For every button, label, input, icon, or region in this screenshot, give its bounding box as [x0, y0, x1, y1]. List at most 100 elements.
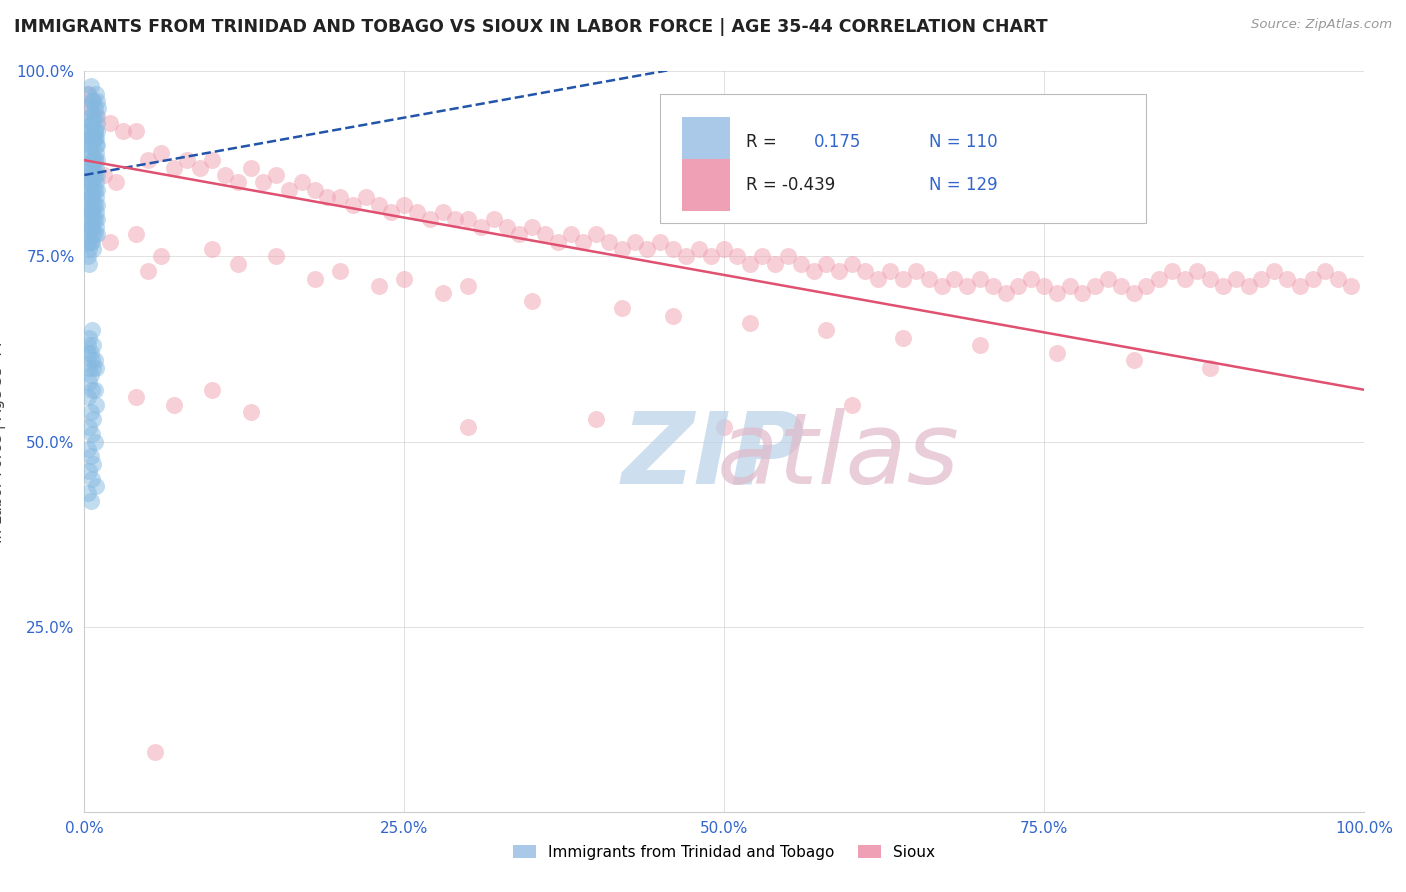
Point [252, 175, 274, 190]
Point [470, 219, 492, 234]
Point [1237, 279, 1260, 293]
Point [751, 250, 773, 264]
Point [623, 235, 645, 249]
Point [79, 331, 101, 345]
Point [1174, 271, 1197, 285]
Point [610, 301, 633, 316]
Point [79, 123, 101, 137]
Point [1122, 286, 1144, 301]
Point [79, 257, 101, 271]
Point [994, 286, 1017, 301]
Point [406, 205, 429, 219]
Point [585, 227, 607, 242]
Point [508, 227, 530, 242]
Point [77, 205, 100, 219]
Point [598, 235, 620, 249]
Point [444, 212, 467, 227]
Point [264, 168, 288, 182]
Point [495, 219, 517, 234]
Point [82, 116, 104, 130]
Point [1302, 271, 1324, 285]
Point [380, 205, 402, 219]
Point [662, 309, 685, 323]
Point [82, 457, 104, 471]
Point [1071, 286, 1094, 301]
Point [866, 271, 889, 285]
Point [520, 293, 543, 308]
Point [80, 405, 103, 419]
Point [80, 190, 103, 204]
Point [80, 324, 103, 338]
Point [84, 138, 107, 153]
Point [1275, 271, 1298, 285]
Point [79, 138, 101, 153]
Point [80, 131, 103, 145]
Point [77, 345, 100, 359]
Point [572, 235, 595, 249]
Text: R = -0.439: R = -0.439 [745, 177, 835, 194]
Point [80, 383, 103, 397]
Point [163, 161, 186, 175]
Point [80, 116, 103, 130]
Point [77, 219, 100, 234]
Point [105, 175, 128, 190]
Point [1199, 360, 1222, 375]
Point [77, 442, 100, 456]
Point [93, 168, 115, 182]
Point [1225, 271, 1247, 285]
Point [80, 219, 103, 234]
Text: 0.175: 0.175 [814, 134, 860, 152]
Point [84, 87, 107, 101]
Point [1340, 279, 1362, 293]
Point [84, 131, 107, 145]
Point [77, 131, 100, 145]
Point [1032, 279, 1054, 293]
Point [83, 434, 105, 449]
Point [80, 116, 103, 130]
Point [98, 235, 121, 249]
Point [1019, 271, 1042, 285]
Point [86, 116, 108, 130]
Point [394, 197, 416, 211]
Point [1007, 279, 1029, 293]
Point [80, 153, 103, 168]
Point [83, 212, 105, 227]
Point [163, 398, 186, 412]
Point [80, 235, 103, 249]
Point [82, 227, 104, 242]
Point [80, 175, 103, 190]
Point [86, 138, 108, 153]
Point [80, 109, 103, 123]
Point [725, 250, 748, 264]
Point [520, 219, 543, 234]
Point [80, 94, 103, 108]
Point [367, 279, 389, 293]
Point [1327, 271, 1350, 285]
Point [778, 250, 800, 264]
Point [457, 212, 479, 227]
Point [304, 183, 326, 197]
Point [79, 183, 101, 197]
Point [1097, 271, 1119, 285]
Point [1046, 345, 1069, 359]
Point [80, 205, 103, 219]
Point [815, 324, 838, 338]
Point [1147, 271, 1170, 285]
Y-axis label: In Labor Force | Age 35-44: In Labor Force | Age 35-44 [0, 341, 6, 542]
Point [77, 161, 100, 175]
Point [457, 279, 479, 293]
Point [82, 131, 104, 145]
Point [969, 338, 991, 352]
Point [610, 242, 633, 256]
Point [1288, 279, 1310, 293]
Point [662, 242, 685, 256]
Point [80, 102, 103, 116]
Point [214, 168, 236, 182]
Point [124, 227, 146, 242]
Point [86, 153, 108, 168]
Bar [682, 160, 731, 211]
Point [83, 197, 105, 211]
Point [77, 175, 100, 190]
Point [79, 197, 101, 211]
Legend: Immigrants from Trinidad and Tobago, Sioux: Immigrants from Trinidad and Tobago, Sio… [513, 845, 935, 860]
